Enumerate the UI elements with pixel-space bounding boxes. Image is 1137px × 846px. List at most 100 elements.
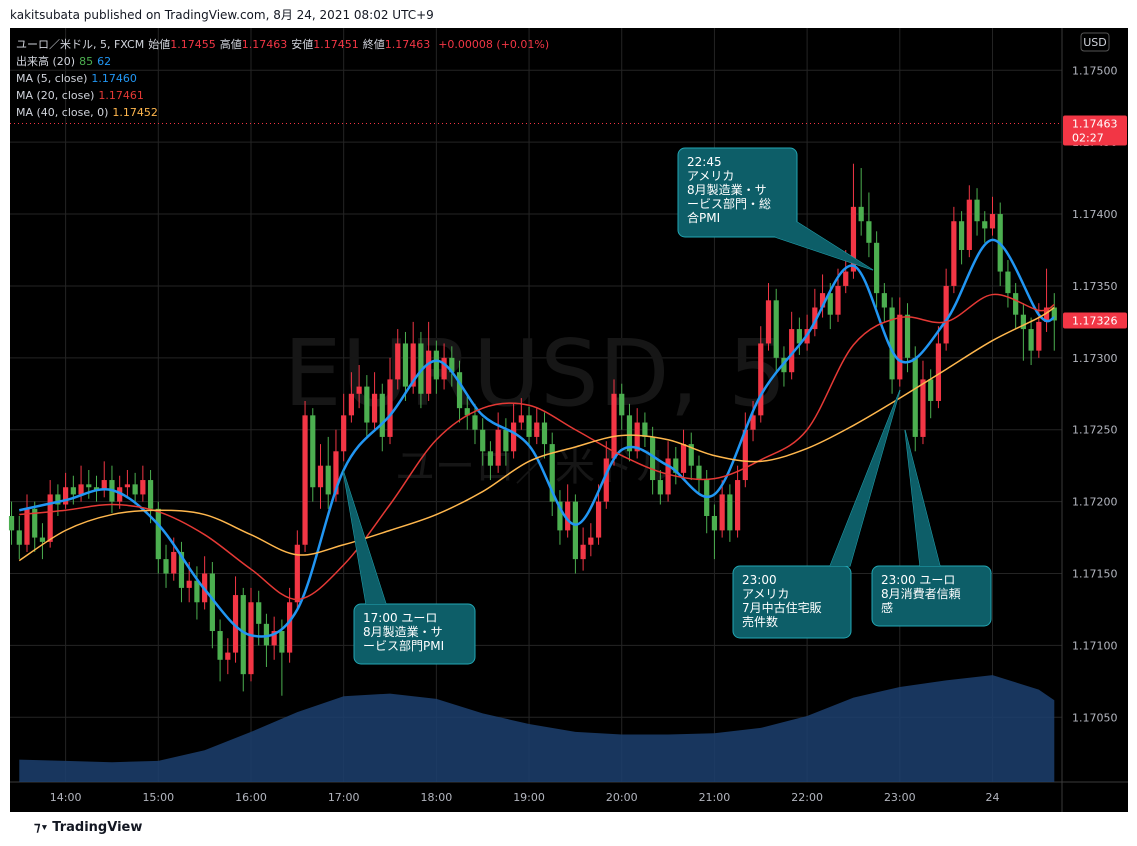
- candle-body: [418, 343, 424, 394]
- candle-body: [348, 393, 354, 416]
- currency-button[interactable]: [1080, 32, 1110, 52]
- y-tick-label: 1.17300: [1072, 352, 1118, 365]
- candle-body: [240, 595, 246, 675]
- candle-body: [317, 465, 324, 488]
- candle-body: [935, 343, 942, 401]
- price-label-box: [1063, 115, 1127, 146]
- candle-body: [472, 415, 478, 430]
- candle-body: [904, 314, 911, 358]
- candle-body: [1051, 307, 1057, 321]
- x-tick-label: 21:00: [699, 791, 731, 804]
- candle-body: [178, 551, 185, 588]
- x-tick-label: 16:00: [235, 791, 267, 804]
- y-tick-label: 1.17200: [1072, 496, 1118, 509]
- candle-body: [155, 508, 161, 560]
- x-tick-label: 24: [985, 791, 999, 804]
- candle-body: [101, 480, 107, 491]
- candle-body: [619, 393, 625, 416]
- candle-body: [78, 484, 84, 495]
- ma-name: MA (5, close): [16, 72, 88, 85]
- candle-body: [364, 386, 370, 423]
- candle-body: [147, 480, 154, 509]
- candle-body: [456, 372, 463, 409]
- candle-body: [140, 480, 146, 495]
- candle-body: [650, 436, 656, 481]
- ma-value: 1.17461: [98, 89, 144, 102]
- y-tick-label: 1.17100: [1072, 639, 1118, 652]
- candle-body: [279, 631, 285, 653]
- candle-body: [734, 480, 741, 531]
- candle-body: [263, 623, 270, 646]
- candle-body: [402, 343, 409, 387]
- x-tick-label: 18:00: [421, 791, 453, 804]
- price-label-box: [1063, 312, 1127, 329]
- candle-body: [287, 602, 293, 653]
- candle-body: [16, 530, 22, 545]
- candle-body: [8, 515, 15, 531]
- candle-body: [124, 484, 131, 488]
- volume-label: 出来高 (20): [16, 55, 76, 68]
- volume-value: 85: [79, 55, 94, 68]
- candle-body: [1005, 271, 1011, 294]
- y-tick-label: 1.17150: [1072, 568, 1118, 581]
- x-tick-label: 22:00: [791, 791, 823, 804]
- legend-row: MA (20, close) 1.17461: [16, 87, 553, 104]
- x-tick-label: 20:00: [606, 791, 638, 804]
- callout-join: [905, 430, 940, 566]
- candle-body: [333, 451, 339, 495]
- candle-body: [989, 214, 996, 229]
- candle-body: [928, 379, 934, 401]
- x-tick-label: 14:00: [50, 791, 82, 804]
- candle-body: [634, 422, 640, 452]
- candle-body: [881, 293, 887, 308]
- candle-body: [70, 487, 76, 495]
- candle-body: [132, 484, 138, 495]
- candle-body: [534, 422, 540, 437]
- candle-body: [225, 652, 231, 660]
- y-tick-label: 1.17500: [1072, 64, 1118, 77]
- legend-row: ユーロ／米ドル, 5, FXCM 始値1.17455 高値1.17463 安値1.17…: [16, 36, 553, 53]
- ohlc-label: 安値: [291, 38, 314, 51]
- candle-body: [920, 379, 926, 437]
- candle-body: [325, 465, 331, 495]
- candle-body: [356, 386, 362, 394]
- price-label: 1.17463: [1072, 117, 1118, 130]
- legend-row: MA (40, close, 0) 1.17452: [16, 104, 553, 121]
- ohlc-value: 1.17463: [241, 38, 288, 51]
- volume-average: 62: [97, 55, 112, 68]
- candle-body: [866, 221, 872, 243]
- ohlc-legend: 始値1.17455 高値1.17463 安値1.17451 終値1.17463: [148, 38, 434, 51]
- candle-body: [449, 357, 455, 373]
- ma-line: [19, 293, 1055, 601]
- candle-body: [379, 393, 385, 437]
- ma-legend: MA (5, close) 1.17460 MA (20, close) 1.1746…: [16, 70, 553, 121]
- candle-body: [688, 444, 694, 466]
- candle-body: [294, 544, 300, 603]
- callout-text: アメリカ: [687, 169, 734, 183]
- ohlc-label: 高値: [219, 38, 242, 51]
- candle-body: [943, 285, 949, 344]
- volume-ma-area: [19, 675, 1055, 782]
- candle-body: [874, 242, 880, 294]
- brand: ⁊▾ TradingView: [34, 820, 142, 835]
- candle-body: [696, 465, 702, 481]
- candle-body: [595, 501, 602, 538]
- candle-body: [93, 487, 100, 491]
- candle-body: [603, 458, 609, 502]
- candle-body: [765, 300, 772, 344]
- candle-body: [526, 415, 532, 437]
- watermark: ユーロ／米ドル: [395, 444, 675, 490]
- callout-text: アメリカ: [742, 587, 789, 601]
- callout-text: 8月消費者信頼: [881, 586, 961, 601]
- candle-body: [271, 631, 277, 646]
- candle-body: [426, 350, 432, 394]
- candle-body: [711, 515, 718, 531]
- candle-body: [387, 379, 393, 437]
- candle-body: [626, 415, 633, 452]
- price-label: 1.17326: [1072, 314, 1118, 327]
- candle-body: [897, 314, 903, 380]
- candle-body: [819, 293, 826, 308]
- candle-body: [665, 458, 671, 495]
- candle-body: [163, 559, 169, 574]
